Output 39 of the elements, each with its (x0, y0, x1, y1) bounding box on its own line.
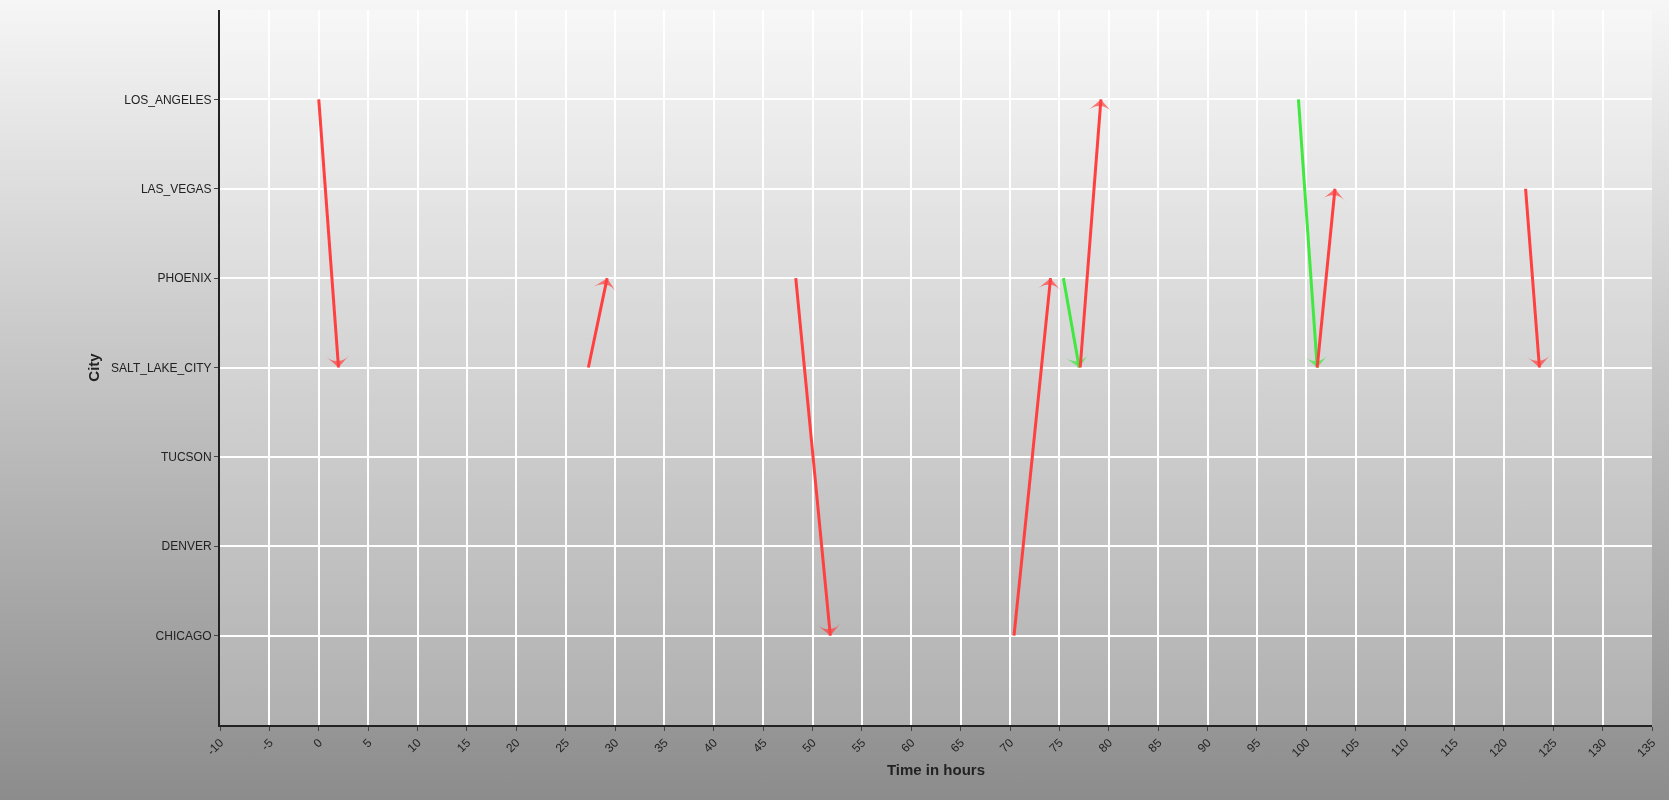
x-tick-label: 100 (1288, 735, 1313, 760)
x-tick-label: 95 (1243, 735, 1264, 756)
x-axis-title: Time in hours (886, 761, 986, 779)
x-tick-label: 125 (1535, 735, 1560, 760)
x-tick-label: 25 (552, 735, 573, 756)
x-tick-label: 110 (1388, 735, 1412, 760)
x-tick-label: 15 (453, 735, 474, 756)
y-tick-label: TUCSON (160, 450, 212, 465)
x-tick-label: 30 (602, 735, 622, 756)
x-tick-label: 105 (1338, 735, 1363, 760)
x-tick-label: 45 (750, 735, 770, 756)
x-tick-label: -10 (204, 735, 227, 759)
x-tick-label: 65 (947, 735, 968, 756)
x-tick-label: 120 (1486, 735, 1511, 760)
x-tick-label: 115 (1437, 735, 1462, 760)
y-tick-label: DENVER (161, 539, 212, 554)
y-tick-label: PHOENIX (157, 271, 212, 286)
x-tick-label: 70 (997, 735, 1017, 756)
x-tick-label: 90 (1194, 735, 1215, 756)
x-tick-label: 20 (503, 735, 523, 756)
x-tick-label: 80 (1095, 735, 1116, 756)
x-tick-label: 55 (848, 735, 869, 756)
y-axis-title: City (84, 352, 102, 382)
x-tick-label: 135 (1634, 735, 1659, 760)
y-tick-label: LOS_ANGELES (124, 92, 212, 107)
y-tick-label: LAS_VEGAS (140, 181, 212, 196)
x-tick-label: 35 (651, 735, 671, 756)
x-tick-label: 10 (404, 735, 425, 756)
y-tick-label: CHICAGO (155, 628, 212, 643)
x-tick-label: 5 (359, 735, 375, 751)
x-tick-label: 0 (310, 735, 326, 751)
y-tick-label: SALT_LAKE_CITY (111, 360, 212, 375)
x-tick-label: 60 (898, 735, 918, 756)
x-tick-label: -5 (258, 735, 276, 754)
x-tick-label: 40 (700, 735, 721, 756)
x-tick-label: 85 (1145, 735, 1165, 756)
x-tick-label: 50 (799, 735, 820, 756)
x-tick-label: 75 (1046, 735, 1067, 756)
x-tick-label: 130 (1584, 735, 1610, 760)
